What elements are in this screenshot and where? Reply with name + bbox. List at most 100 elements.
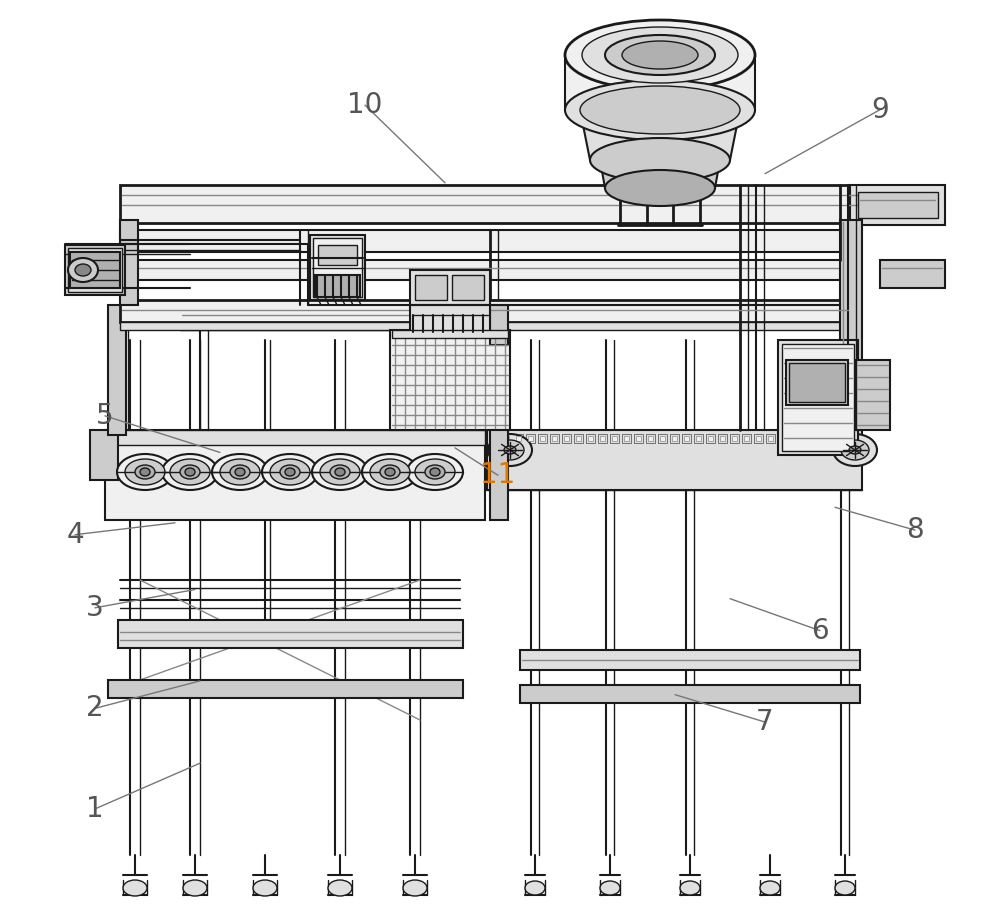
Bar	[576, 436, 581, 441]
Bar	[492, 436, 497, 441]
Bar	[790, 434, 799, 443]
Bar	[487, 430, 862, 490]
Ellipse shape	[425, 465, 445, 479]
Bar	[850, 185, 945, 225]
Bar	[520, 650, 860, 670]
Ellipse shape	[162, 454, 218, 490]
Ellipse shape	[253, 880, 277, 896]
Bar	[528, 436, 533, 441]
Bar	[390, 330, 510, 430]
Bar	[502, 434, 511, 443]
Bar	[120, 322, 850, 330]
Bar	[694, 434, 703, 443]
Bar	[778, 340, 858, 455]
Ellipse shape	[590, 138, 730, 182]
Bar	[105, 430, 485, 520]
Text: 1: 1	[86, 795, 104, 823]
Bar	[452, 275, 484, 300]
Ellipse shape	[125, 459, 165, 485]
Polygon shape	[565, 55, 755, 110]
Bar	[120, 260, 850, 280]
Bar	[880, 260, 945, 288]
Ellipse shape	[580, 86, 740, 134]
Bar	[828, 436, 833, 441]
Bar	[658, 434, 667, 443]
Bar	[646, 434, 655, 443]
Bar	[600, 436, 605, 441]
Bar	[180, 305, 490, 330]
Bar	[852, 436, 857, 441]
Ellipse shape	[123, 880, 147, 896]
Ellipse shape	[212, 454, 268, 490]
Ellipse shape	[270, 459, 310, 485]
Bar	[720, 436, 725, 441]
Bar	[789, 363, 845, 402]
Polygon shape	[600, 160, 720, 188]
Ellipse shape	[328, 880, 352, 896]
Bar	[520, 685, 860, 703]
Bar	[65, 245, 125, 295]
Ellipse shape	[415, 459, 455, 485]
Ellipse shape	[320, 459, 360, 485]
Bar	[855, 360, 890, 430]
Bar	[684, 436, 689, 441]
Ellipse shape	[370, 459, 410, 485]
Text: 8: 8	[906, 516, 924, 544]
Bar	[826, 434, 835, 443]
Bar	[766, 434, 775, 443]
Bar	[562, 434, 571, 443]
Bar	[90, 430, 118, 480]
Bar	[756, 436, 761, 441]
Bar	[490, 430, 508, 520]
Ellipse shape	[183, 880, 207, 896]
Bar	[598, 434, 607, 443]
Ellipse shape	[760, 881, 780, 895]
Text: 10: 10	[347, 91, 383, 119]
Bar	[490, 305, 508, 345]
Bar	[778, 434, 787, 443]
Ellipse shape	[504, 446, 516, 454]
Bar	[310, 235, 365, 300]
Bar	[744, 436, 749, 441]
Ellipse shape	[833, 434, 877, 466]
Bar	[804, 436, 809, 441]
Bar	[840, 436, 845, 441]
Bar	[782, 344, 854, 451]
Bar	[118, 620, 463, 648]
Bar	[108, 305, 126, 435]
Text: 2: 2	[86, 695, 104, 722]
Bar	[516, 436, 521, 441]
Bar	[696, 436, 701, 441]
Bar	[732, 436, 737, 441]
Bar	[660, 436, 665, 441]
Bar	[315, 275, 360, 297]
Bar	[574, 434, 583, 443]
Ellipse shape	[170, 459, 210, 485]
Ellipse shape	[430, 468, 440, 476]
Bar	[410, 270, 490, 332]
Ellipse shape	[220, 459, 260, 485]
Bar	[612, 436, 617, 441]
Text: 3: 3	[86, 594, 104, 622]
Bar	[588, 436, 593, 441]
Ellipse shape	[600, 881, 620, 895]
Ellipse shape	[565, 20, 755, 90]
Bar	[622, 434, 631, 443]
Bar	[706, 434, 715, 443]
Bar	[550, 434, 559, 443]
Text: 6: 6	[811, 617, 829, 644]
Polygon shape	[105, 430, 485, 445]
Ellipse shape	[362, 454, 418, 490]
Polygon shape	[580, 110, 740, 160]
Ellipse shape	[230, 465, 250, 479]
Bar	[120, 220, 138, 305]
Ellipse shape	[605, 170, 715, 206]
Bar	[672, 436, 677, 441]
Bar	[718, 434, 727, 443]
Ellipse shape	[185, 468, 195, 476]
Bar	[786, 360, 848, 405]
Bar	[840, 220, 862, 430]
Bar	[514, 434, 523, 443]
Bar	[540, 436, 545, 441]
Ellipse shape	[605, 35, 715, 75]
